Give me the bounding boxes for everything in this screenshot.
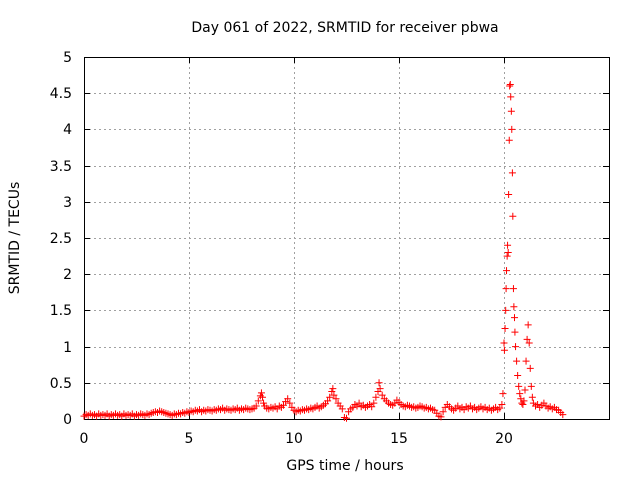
- data-point: [372, 393, 380, 401]
- data-point: [439, 408, 447, 416]
- data-point: [514, 372, 522, 380]
- data-point: [503, 252, 511, 260]
- data-point: [502, 306, 510, 314]
- x-tick-label: 0: [80, 431, 89, 447]
- x-tick-label: 10: [285, 431, 303, 447]
- y-tick-label: 4: [63, 122, 72, 138]
- data-point: [519, 401, 527, 409]
- data-point: [511, 328, 519, 336]
- data-point: [507, 93, 515, 101]
- data-point: [508, 125, 516, 133]
- chart-title: Day 061 of 2022, SRMTID for receiver pbw…: [191, 20, 498, 36]
- data-point: [516, 390, 524, 398]
- data-point: [524, 321, 532, 329]
- data-point: [252, 402, 260, 410]
- y-tick-label: 5: [63, 50, 72, 66]
- data-point: [528, 393, 536, 401]
- data-point: [496, 404, 504, 412]
- data-point: [368, 403, 376, 411]
- data-point: [376, 385, 384, 393]
- data-point: [259, 393, 266, 401]
- data-point: [509, 285, 517, 293]
- data-point: [324, 397, 332, 405]
- data-point: [375, 379, 383, 387]
- y-tick-label: 4.5: [50, 86, 72, 102]
- y-tick-label: 3: [63, 195, 72, 211]
- data-point: [506, 81, 514, 89]
- data-point: [520, 397, 528, 405]
- data-point: [326, 393, 334, 401]
- data-point: [284, 395, 292, 403]
- data-point: [286, 399, 294, 407]
- data-point: [526, 364, 534, 372]
- data-point: [332, 395, 340, 403]
- data-point: [254, 397, 262, 405]
- y-tick-label: 3.5: [50, 159, 72, 175]
- y-tick-label: 1: [63, 340, 72, 356]
- data-point: [504, 248, 512, 256]
- data-point: [437, 413, 445, 421]
- y-tick-label: 2.5: [50, 231, 72, 247]
- data-point: [378, 391, 386, 399]
- data-point: [330, 391, 338, 399]
- data-point: [498, 401, 506, 409]
- x-tick-label: 20: [495, 431, 513, 447]
- data-point: [515, 382, 523, 390]
- data-point: [505, 191, 513, 199]
- data-points: [80, 81, 567, 422]
- data-point: [505, 136, 513, 144]
- data-point: [504, 241, 512, 249]
- data-point: [502, 285, 510, 293]
- data-point: [506, 82, 514, 90]
- x-tick-label: 15: [390, 431, 408, 447]
- data-point: [343, 414, 350, 422]
- data-point: [500, 339, 508, 347]
- y-tick-label: 0.5: [50, 376, 72, 392]
- data-point: [260, 399, 268, 407]
- data-point: [510, 303, 518, 311]
- grid-lines: [84, 57, 609, 419]
- data-point: [513, 357, 521, 365]
- data-point: [527, 382, 535, 390]
- data-point: [522, 357, 530, 365]
- data-point: [338, 405, 346, 413]
- data-point: [521, 386, 529, 394]
- data-point: [499, 390, 507, 398]
- data-point: [509, 212, 517, 220]
- y-tick-label: 2: [63, 267, 72, 283]
- data-point: [512, 343, 520, 351]
- data-point: [355, 399, 363, 407]
- data-point: [328, 387, 336, 395]
- y-tick-label: 0: [63, 412, 72, 428]
- data-point: [511, 314, 518, 322]
- axis-ticks: 0 5 10 15 20 0 0.5 1 1.5 2 2.5 3 3.5 4 4.5 5: [50, 50, 609, 447]
- y-tick-label: 1.5: [50, 303, 72, 319]
- y-axis-label: SRMTID / TECUs: [7, 182, 23, 295]
- data-point: [500, 346, 508, 354]
- data-point: [523, 335, 531, 343]
- data-point: [525, 339, 533, 347]
- data-point: [501, 325, 509, 332]
- data-point: [280, 401, 287, 409]
- data-point: [503, 267, 511, 275]
- data-point: [370, 399, 378, 407]
- x-tick-label: 5: [185, 431, 194, 447]
- data-point: [559, 411, 567, 419]
- x-axis-label: GPS time / hours: [286, 458, 403, 474]
- data-point: [329, 385, 337, 393]
- data-point: [507, 107, 515, 115]
- data-point: [257, 389, 265, 397]
- data-point: [508, 169, 516, 177]
